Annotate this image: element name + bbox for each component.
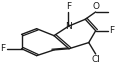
Text: F: F — [0, 44, 5, 53]
Text: Cl: Cl — [91, 55, 100, 64]
Text: O: O — [92, 2, 99, 11]
Text: F: F — [110, 26, 115, 35]
Text: N: N — [65, 22, 72, 31]
Text: F: F — [66, 2, 71, 11]
